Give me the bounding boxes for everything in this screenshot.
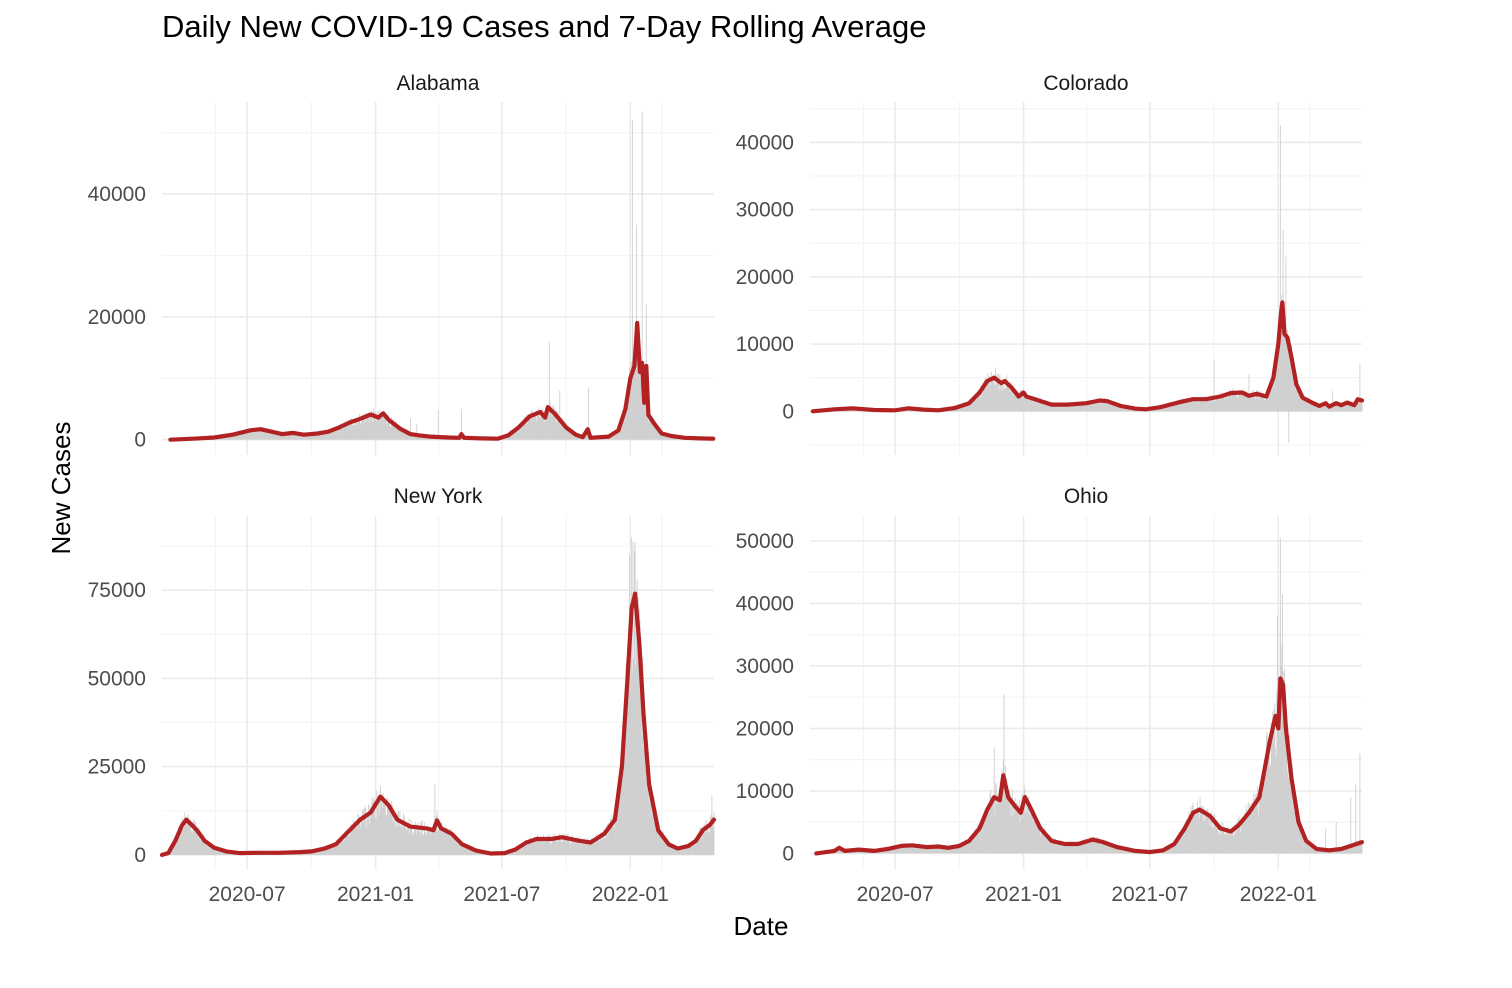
rolling-average-line (168, 320, 716, 442)
x-tick-label: 2020-07 (209, 883, 286, 906)
facet-label: Alabama (397, 72, 480, 95)
panel-ohio: Ohio 0 10000 20000 30000 40000 50000 2020-07 202… (736, 485, 1365, 906)
rolling-average-line (810, 300, 1365, 414)
rolling-average-line (159, 591, 717, 858)
x-axis-title: Date (734, 911, 789, 941)
daily-bars (170, 111, 714, 440)
y-tick-label: 25000 (88, 756, 146, 779)
y-tick-label: 30000 (736, 655, 794, 678)
y-tick-label: 30000 (736, 199, 794, 222)
y-tick-label: 50000 (88, 667, 146, 690)
facet-label: New York (394, 485, 483, 508)
y-tick-label: 20000 (736, 266, 794, 289)
panel-new-york: New York 0 25000 50000 75000 2020-07 2021-01 20… (88, 485, 717, 906)
y-tick-label: 10000 (736, 780, 794, 803)
daily-bars (162, 537, 715, 855)
y-tick-label: 0 (134, 844, 146, 867)
rolling-average-line (814, 676, 1365, 856)
y-tick-label: 20000 (736, 717, 794, 740)
x-tick-label: 2020-07 (857, 883, 934, 906)
y-tick-label: 0 (782, 842, 794, 865)
y-tick-label: 40000 (736, 592, 794, 615)
panel-colorado: Colorado 0 10000 20000 30000 40000 (736, 72, 1365, 455)
y-tick-label: 40000 (736, 131, 794, 154)
x-tick-label: 2021-07 (463, 883, 540, 906)
x-tick-label: 2022-01 (1240, 883, 1317, 906)
facet-panels: Alabama 0 20000 40000 Colorado 0 10000 20000 300… (88, 72, 1365, 906)
y-tick-label: 10000 (736, 333, 794, 356)
y-axis-title: New Cases (46, 422, 76, 555)
x-tick-label: 2021-01 (985, 883, 1062, 906)
facet-label: Colorado (1043, 72, 1128, 95)
y-tick-label: 0 (134, 429, 146, 452)
y-tick-label: 20000 (88, 306, 146, 329)
facet-label: Ohio (1064, 485, 1108, 508)
panel-alabama: Alabama 0 20000 40000 (88, 72, 716, 455)
y-tick-label: 0 (782, 400, 794, 423)
x-tick-label: 2021-01 (337, 883, 414, 906)
y-tick-label: 50000 (736, 530, 794, 553)
x-tick-label: 2021-07 (1111, 883, 1188, 906)
y-tick-label: 40000 (88, 183, 146, 206)
y-tick-label: 75000 (88, 579, 146, 602)
x-tick-label: 2022-01 (592, 883, 669, 906)
chart-title: Daily New COVID-19 Cases and 7-Day Rolli… (162, 9, 926, 44)
